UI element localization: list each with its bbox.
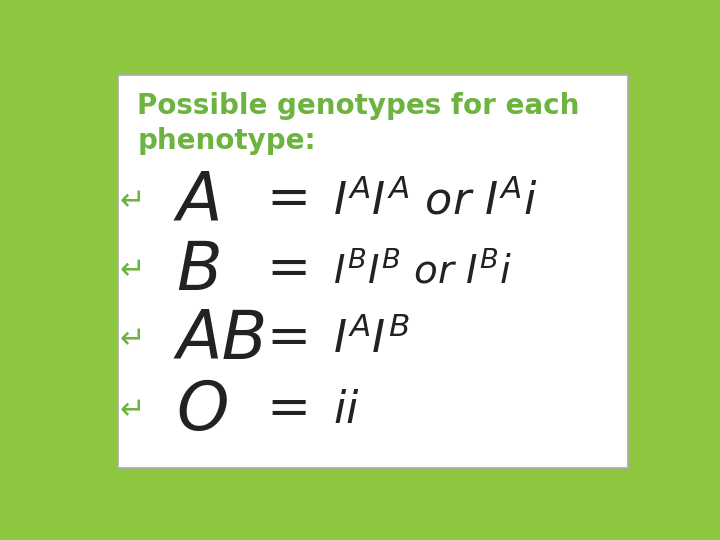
Text: =: =	[266, 383, 310, 435]
Text: =: =	[266, 242, 310, 294]
Text: ↵: ↵	[119, 256, 145, 285]
Text: =: =	[266, 173, 310, 225]
Text: Possible genotypes for each: Possible genotypes for each	[138, 92, 580, 120]
Text: ↵: ↵	[119, 326, 145, 355]
Text: ↵: ↵	[119, 396, 145, 425]
Text: phenotype:: phenotype:	[138, 127, 316, 155]
Text: $\mathit{I}^{\mathit{A}}\mathit{I}^{\mathit{A}}$ $\mathit{or}$ $\mathit{I}^{\mat: $\mathit{I}^{\mathit{A}}\mathit{I}^{\mat…	[333, 179, 537, 223]
Text: $\mathit{I}^{\mathit{A}}\mathit{I}^{\mathit{B}}$: $\mathit{I}^{\mathit{A}}\mathit{I}^{\mat…	[333, 318, 410, 362]
Text: $\mathit{ii}$: $\mathit{ii}$	[333, 389, 359, 432]
Text: $\mathit{I}^{\mathit{B}}\mathit{I}^{\mathit{B}}$ $\mathit{or}$ $\mathit{I}^{\mat: $\mathit{I}^{\mathit{B}}\mathit{I}^{\mat…	[333, 251, 512, 290]
Text: =: =	[266, 312, 310, 364]
Text: B: B	[176, 238, 222, 303]
Text: A: A	[176, 168, 222, 234]
Text: O: O	[176, 378, 229, 444]
FancyBboxPatch shape	[118, 75, 629, 468]
Text: AB: AB	[176, 307, 268, 373]
Text: ↵: ↵	[119, 187, 145, 215]
